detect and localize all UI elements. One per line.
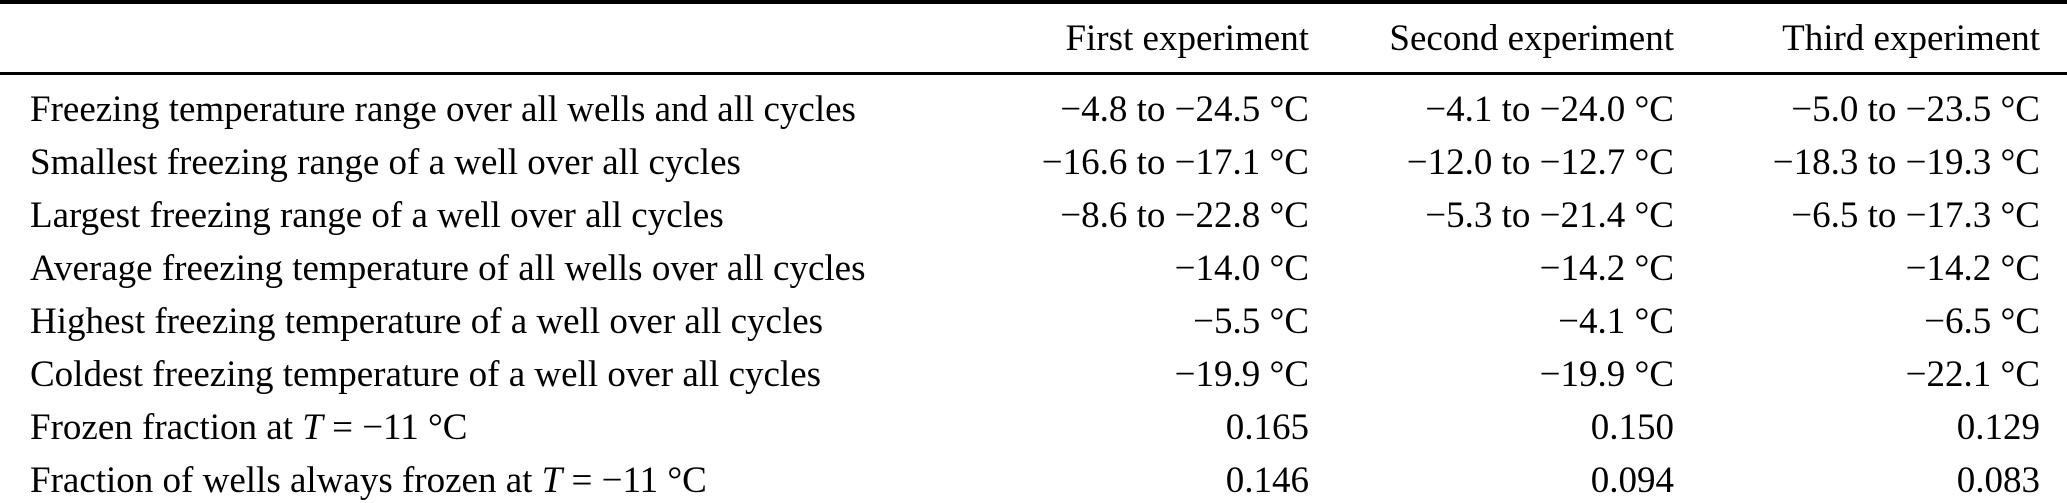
row-label-cell: Smallest freezing range of a well over a… — [0, 136, 1000, 189]
table-row: Fraction of wells always frozen at T = −… — [0, 454, 2067, 503]
header-row: First experiment Second experiment Third… — [0, 0, 2067, 75]
row-label-text: Smallest freezing range of a well over a… — [30, 142, 741, 183]
cell-second-experiment: −19.9 °C — [1539, 354, 1674, 395]
cell-first-experiment: −4.8 to −24.5 °C — [1060, 89, 1309, 130]
row-label-text: Highest freezing temperature of a well o… — [30, 301, 824, 342]
cell-first-experiment: −19.9 °C — [1174, 354, 1309, 395]
table-header: First experiment Second experiment Third… — [0, 0, 2067, 75]
cell-third-experiment: −6.5 °C — [1924, 301, 2040, 342]
row-label-cell: Average freezing temperature of all well… — [0, 242, 1000, 295]
row-label-cell: Coldest freezing temperature of a well o… — [0, 348, 1000, 401]
cell-third-experiment: 0.129 — [1956, 407, 2040, 448]
row-label-cell: Largest freezing range of a well over al… — [0, 189, 1000, 242]
row-label-text: Fraction of wells always frozen at — [30, 460, 542, 501]
cell-third-experiment: −22.1 °C — [1905, 354, 2040, 395]
cell-first-experiment: 0.146 — [1000, 454, 1310, 503]
cell-first-experiment: 0.165 — [1225, 407, 1309, 448]
cell-second-experiment: −14.2 °C — [1539, 248, 1674, 289]
cell-second-experiment: −12.0 to −12.7 °C — [1406, 142, 1674, 183]
table-body: Freezing temperature range over all well… — [0, 74, 2067, 503]
row-label-math: T — [541, 460, 563, 501]
row-label-cell: Fraction of wells always frozen at T = −… — [0, 454, 1000, 503]
row-label-suffix: = −11 °C — [322, 407, 468, 448]
table-row: Frozen fraction at T = −11 °C 0.165 0.15… — [0, 401, 2067, 454]
row-label-text: Freezing temperature range over all well… — [30, 89, 856, 130]
cell-first-experiment: −8.6 to −22.8 °C — [1060, 195, 1309, 236]
cell-second-experiment: −4.1 °C — [1558, 301, 1674, 342]
row-label-text: Largest freezing range of a well over al… — [30, 195, 724, 236]
row-label-text: Average freezing temperature of all well… — [30, 248, 866, 289]
header-second-experiment: Second experiment — [1310, 0, 1675, 75]
cell-third-experiment: −18.3 to −19.3 °C — [1772, 142, 2040, 183]
row-label-math: T — [302, 407, 323, 448]
cell-second-experiment: 0.150 — [1590, 407, 1674, 448]
header-row-label-column — [0, 0, 1000, 75]
header-third-experiment: Third experiment — [1675, 0, 2067, 75]
row-label-cell: Freezing temperature range over all well… — [0, 74, 1000, 137]
cell-third-experiment: −14.2 °C — [1905, 248, 2040, 289]
table-row: Smallest freezing range of a well over a… — [0, 136, 2067, 189]
row-label-text: Frozen fraction at — [30, 407, 303, 448]
table-row: Largest freezing range of a well over al… — [0, 189, 2067, 242]
table-row: Highest freezing temperature of a well o… — [0, 295, 2067, 348]
row-label-cell: Highest freezing temperature of a well o… — [0, 295, 1000, 348]
cell-third-experiment: −5.0 to −23.5 °C — [1791, 89, 2040, 130]
table-row: Average freezing temperature of all well… — [0, 242, 2067, 295]
table-row: Coldest freezing temperature of a well o… — [0, 348, 2067, 401]
row-label-text: Coldest freezing temperature of a well o… — [30, 354, 822, 395]
table-row: Freezing temperature range over all well… — [0, 74, 2067, 137]
cell-second-experiment: 0.094 — [1310, 454, 1675, 503]
row-label-cell: Frozen fraction at T = −11 °C — [0, 401, 1000, 454]
cell-first-experiment: −5.5 °C — [1193, 301, 1309, 342]
cell-third-experiment: −6.5 to −17.3 °C — [1791, 195, 2040, 236]
header-first-experiment: First experiment — [1000, 0, 1310, 75]
row-label-suffix: = −11 °C — [562, 460, 707, 501]
cell-second-experiment: −5.3 to −21.4 °C — [1425, 195, 1674, 236]
cell-second-experiment: −4.1 to −24.0 °C — [1425, 89, 1674, 130]
cell-first-experiment: −16.6 to −17.1 °C — [1041, 142, 1309, 183]
cell-first-experiment: −14.0 °C — [1174, 248, 1309, 289]
cell-third-experiment: 0.083 — [1675, 454, 2067, 503]
